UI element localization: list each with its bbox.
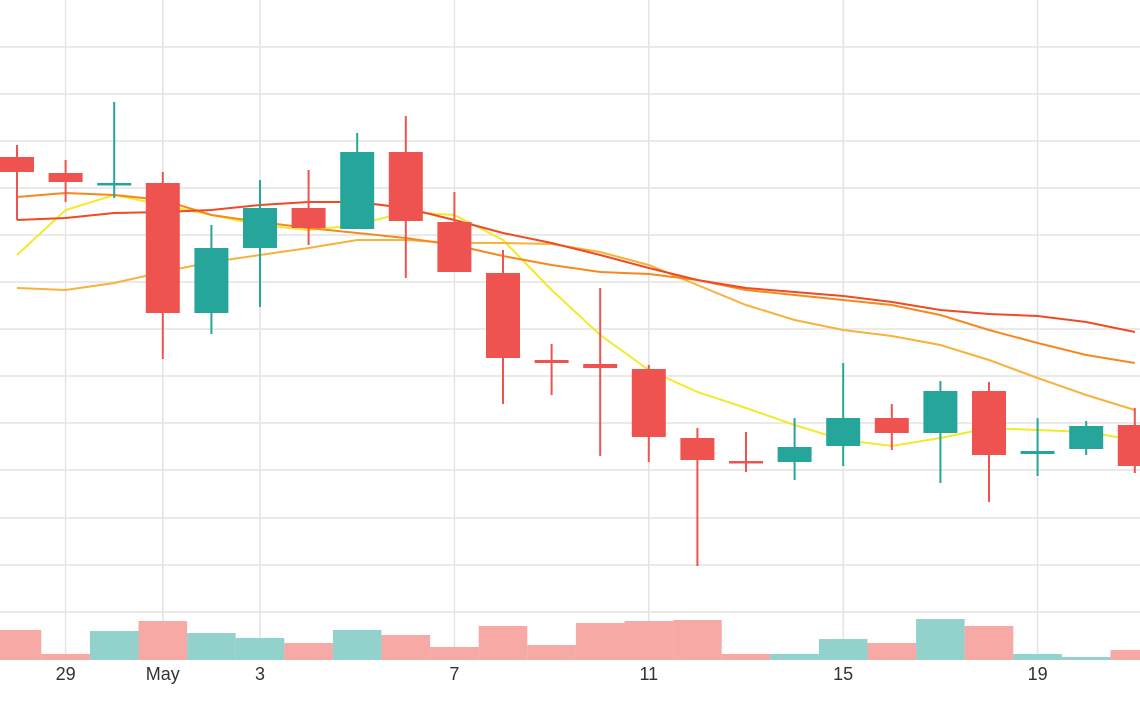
x-tick-label: 15 xyxy=(833,664,853,684)
x-tick-label: May xyxy=(146,664,180,684)
candle-body xyxy=(486,273,520,358)
volume-bar xyxy=(770,654,819,660)
candles xyxy=(0,102,1140,566)
candle-body xyxy=(1069,426,1104,449)
candle-body xyxy=(388,152,423,221)
volume-bar xyxy=(187,633,236,660)
volume-bar xyxy=(0,630,42,660)
candle-body xyxy=(631,369,666,437)
volume-bar xyxy=(624,621,674,660)
candle-body xyxy=(194,248,229,313)
candle-body xyxy=(437,222,472,272)
grid xyxy=(0,0,1140,660)
volume-bar xyxy=(1013,654,1062,660)
volume-bar xyxy=(721,654,771,660)
candle-body xyxy=(534,360,569,363)
volume-bar xyxy=(138,621,188,660)
moving-average-line xyxy=(16,239,1136,411)
volume-bar xyxy=(818,639,868,660)
volume-bar xyxy=(478,626,528,660)
volume-bar xyxy=(527,645,576,660)
candle-body xyxy=(777,447,812,462)
candle-body xyxy=(923,391,958,433)
candle-body xyxy=(1020,451,1055,454)
volume-bar xyxy=(332,630,382,660)
x-axis: 29 May 3 7 11 15 19 xyxy=(56,664,1048,684)
volume-bar xyxy=(89,631,139,660)
candle-body xyxy=(48,173,83,182)
volume-bar xyxy=(235,638,285,660)
candle-body xyxy=(729,461,763,464)
candle-body xyxy=(0,157,34,172)
candle-body xyxy=(291,208,326,228)
volume-bar xyxy=(867,643,917,660)
volume-bar xyxy=(673,620,722,660)
candle-body xyxy=(680,438,715,460)
volume-bar xyxy=(916,619,965,660)
x-tick-label: 19 xyxy=(1028,664,1048,684)
volume-bar xyxy=(430,647,479,660)
x-tick-label: 7 xyxy=(449,664,459,684)
x-tick-label: 3 xyxy=(255,664,265,684)
x-tick-label: 29 xyxy=(56,664,76,684)
candle-body xyxy=(972,391,1006,455)
candle-body xyxy=(1117,425,1140,466)
volume-bar xyxy=(964,626,1014,660)
volume-pane xyxy=(0,619,1140,660)
moving-average-line xyxy=(16,191,1135,364)
volume-bar xyxy=(41,654,90,660)
volume-bar xyxy=(381,635,431,660)
volume-bar xyxy=(575,623,625,660)
candle-body xyxy=(97,183,132,186)
volume-bar xyxy=(1110,650,1140,660)
candle-body xyxy=(583,364,618,368)
moving-average-line xyxy=(16,201,1136,333)
moving-averages xyxy=(16,191,1136,448)
x-tick-label: 11 xyxy=(639,664,658,684)
candle-body xyxy=(874,418,909,433)
volume-bar xyxy=(1061,657,1111,660)
candle-body xyxy=(145,183,180,313)
moving-average-line xyxy=(16,193,1135,448)
candle-body xyxy=(243,208,277,248)
volume-bar xyxy=(284,643,333,660)
candle-body xyxy=(826,418,861,446)
candle-body xyxy=(340,152,375,229)
